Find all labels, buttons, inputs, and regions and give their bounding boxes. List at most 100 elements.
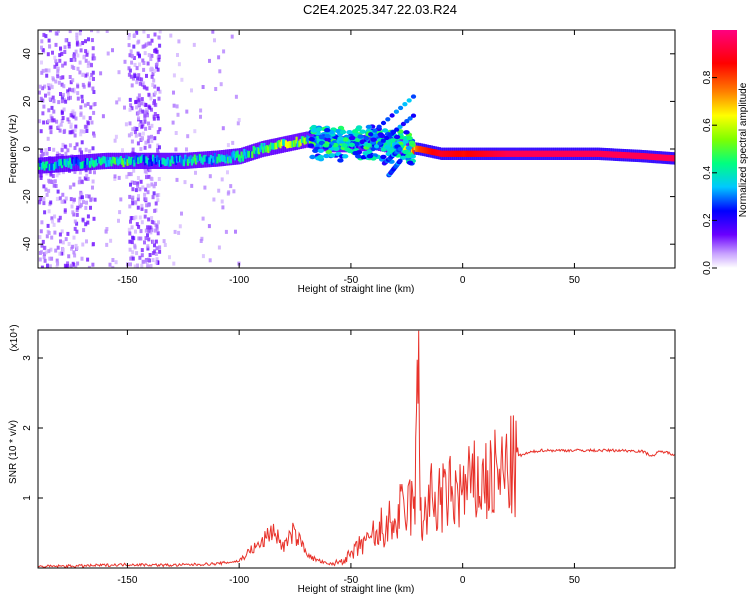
heatmap-ridge-cell — [74, 157, 77, 164]
heatmap-noise-cell — [73, 146, 77, 150]
heatmap-ridge-cell — [153, 157, 156, 164]
heatmap-noise-cell — [135, 66, 139, 71]
heatmap-ridge-cell — [441, 150, 444, 157]
heatmap-ridge-cell — [491, 150, 494, 157]
heatmap-noise-cell — [136, 183, 140, 188]
heatmap-noise-cell — [72, 182, 76, 187]
heatmap-noise-cell — [219, 82, 223, 87]
heatmap-noise-cell — [136, 141, 140, 146]
heatmap-noise-cell — [162, 239, 166, 244]
heatmap-ridge-cell — [565, 150, 568, 157]
heatmap-noise-cell — [66, 117, 70, 122]
heatmap-noise-cell — [156, 114, 160, 118]
heatmap-ridge-cell — [582, 150, 585, 157]
heatmap-ridge-cell — [606, 151, 609, 158]
heatmap-noise-cell — [140, 220, 144, 225]
heatmap-noise-cell — [62, 170, 65, 175]
heatmap-ridge-cell — [274, 142, 277, 150]
heatmap-ridge-cell — [540, 150, 544, 157]
heatmap-noise-cell — [177, 62, 181, 67]
heatmap-noise-cell — [52, 109, 56, 114]
heatmap-ridge-cell — [625, 152, 628, 159]
heatmap-ridge-cell — [54, 162, 57, 169]
heatmap-noise-cell — [237, 118, 241, 122]
heatmap-noise-cell — [136, 181, 140, 186]
heatmap-noise-cell — [61, 116, 65, 120]
heatmap-noise-cell — [105, 30, 109, 33]
heatmap-ridge-cell — [428, 148, 431, 155]
heatmap-noise-cell — [175, 104, 179, 109]
heatmap-noise-cell — [130, 60, 134, 65]
heatmap-ridge-cell — [299, 139, 302, 146]
heatmap-noise-cell — [93, 170, 96, 175]
heatmap-noise-cell — [175, 177, 179, 182]
heatmap-blob — [399, 155, 407, 160]
heatmap-noise-cell — [113, 177, 117, 181]
heatmap-noise-cell — [76, 53, 80, 58]
heatmap-noise-cell — [79, 105, 83, 110]
heatmap-noise-cell — [64, 38, 68, 43]
heatmap-streak — [380, 120, 387, 126]
y-tick-label: -20 — [22, 189, 33, 204]
heatmap-noise-cell — [153, 112, 157, 116]
heatmap-noise-cell — [119, 197, 123, 202]
heatmap-ridge-cell — [554, 150, 557, 157]
heatmap-noise-cell — [85, 129, 89, 133]
heatmap-noise-cell — [85, 239, 88, 244]
x-tick-label: 50 — [569, 275, 581, 286]
heatmap-ridge-cell — [618, 151, 621, 158]
heatmap-noise-cell — [172, 90, 175, 95]
heatmap-noise-cell — [50, 105, 54, 110]
heatmap-noise-cell — [155, 49, 159, 54]
heatmap-ridge-cell — [152, 154, 155, 162]
heatmap-ridge-cell — [231, 152, 234, 159]
heatmap-streak — [406, 98, 412, 103]
heatmap-noise-cell — [114, 260, 118, 265]
heatmap-noise-cell — [177, 230, 181, 235]
heatmap-ridge-cell — [404, 145, 407, 152]
heatmap-ridge-cell — [228, 155, 231, 163]
heatmap-noise-cell — [146, 113, 149, 118]
heatmap-noise-cell — [92, 131, 96, 136]
heatmap-noise-cell — [136, 76, 140, 81]
heatmap-noise-cell — [92, 216, 96, 221]
heatmap-noise-cell — [46, 52, 50, 57]
heatmap-noise-cell — [154, 260, 158, 265]
heatmap-noise-cell — [88, 116, 92, 121]
heatmap-noise-cell — [113, 174, 117, 179]
y-tick-label: 20 — [22, 95, 33, 107]
heatmap-noise-cell — [137, 97, 141, 102]
heatmap-streak — [384, 135, 390, 141]
heatmap-noise-cell — [131, 195, 135, 200]
heatmap-ridge-cell — [211, 158, 214, 166]
heatmap-ridge-cell — [66, 158, 69, 166]
colorbar: 0.0 0.2 0.4 0.6 0.8 Normalized spectral ampl… — [702, 30, 749, 275]
heatmap-ridge-cell — [515, 150, 518, 157]
heatmap-noise-cell — [76, 205, 80, 210]
heatmap-noise-cell — [154, 239, 158, 244]
heatmap-noise-cell — [155, 193, 159, 198]
heatmap-noise-cell — [141, 109, 145, 114]
heatmap-noise-cell — [137, 224, 141, 229]
heatmap-ridge-cell — [110, 159, 113, 167]
heatmap-noise-cell — [129, 103, 133, 108]
colorbar-label: Normalized spectral amplitude — [738, 82, 749, 217]
heatmap-ridge-cell — [298, 140, 301, 148]
heatmap-blob — [310, 124, 318, 130]
heatmap-ridge-cell — [39, 160, 42, 167]
heatmap-blob — [323, 153, 330, 159]
heatmap-ridge-cell — [300, 136, 303, 143]
heatmap-blob — [377, 132, 384, 137]
heatmap-ridge-cell — [422, 147, 426, 154]
heatmap-noise-cell — [217, 188, 221, 193]
heatmap-noise-cell — [79, 48, 83, 53]
heatmap-noise-cell — [81, 99, 84, 104]
heatmap-noise-cell — [38, 90, 41, 95]
heatmap-noise-cell — [43, 210, 47, 215]
heatmap-ridge-cell — [227, 156, 230, 164]
heatmap-blob — [359, 129, 366, 134]
heatmap-ridge-cell — [443, 150, 446, 157]
heatmap-noise-cell — [230, 34, 234, 39]
heatmap-noise-cell — [149, 230, 153, 235]
heatmap-ridge-cell — [60, 161, 63, 169]
